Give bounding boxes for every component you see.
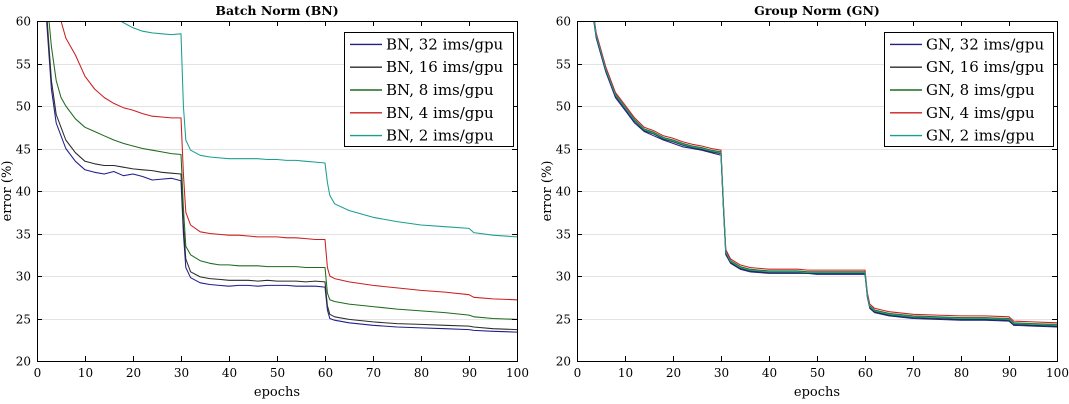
- x-tick-label: 70: [906, 366, 921, 380]
- series-line-5: [593, 21, 1057, 326]
- x-tick-label: 10: [78, 366, 93, 380]
- legend-label-5: GN, 2 ims/gpu: [926, 127, 1035, 145]
- y-tick-label: 25: [556, 313, 571, 327]
- series-line-3: [48, 21, 517, 320]
- legend-label-1: GN, 32 ims/gpu: [926, 35, 1045, 53]
- series-line-2: [46, 21, 517, 331]
- x-tick-label: 90: [462, 366, 477, 380]
- y-axis-label: error (%): [0, 161, 15, 222]
- x-axis-label: epochs: [794, 385, 840, 400]
- legend-label-3: BN, 8 ims/gpu: [386, 81, 494, 99]
- x-tick-label: 100: [506, 366, 529, 380]
- y-tick-label: 35: [16, 228, 31, 242]
- y-tick-label: 50: [556, 100, 571, 114]
- chart-panel-1: 0 10 20 30 40 50 60 70 80 90 100 20 25 30 35 40 45 50 55 60…: [0, 3, 529, 400]
- y-tick-label: 20: [556, 355, 571, 369]
- y-tick-label: 55: [556, 58, 571, 72]
- y-tick-label: 60: [556, 15, 571, 29]
- y-tick-label: 60: [16, 15, 31, 29]
- series-line-4: [60, 21, 517, 301]
- x-tick-label: 70: [366, 366, 381, 380]
- chart-title: Batch Norm (BN): [215, 3, 338, 18]
- y-tick-label: 40: [16, 185, 31, 199]
- legend-label-4: BN, 4 ims/gpu: [386, 104, 494, 122]
- x-tick-label: 80: [954, 366, 969, 380]
- x-tick-label: 20: [666, 366, 681, 380]
- series-line-5: [119, 21, 517, 238]
- legend-box: [884, 32, 1054, 147]
- x-tick-label: 80: [414, 366, 429, 380]
- legend-label-1: BN, 32 ims/gpu: [386, 35, 504, 53]
- x-tick-label: 0: [34, 366, 42, 380]
- y-tick-label: 45: [556, 143, 571, 157]
- legend: GN, 32 ims/gpu GN, 16 ims/gpu GN, 8 ims/gp…: [884, 32, 1054, 147]
- x-tick-label: 60: [318, 366, 333, 380]
- y-axis-label: error (%): [540, 161, 555, 222]
- x-tick-label: 90: [1002, 366, 1017, 380]
- x-tick-label: 40: [222, 366, 237, 380]
- series-line-4: [593, 21, 1057, 324]
- x-tick-label: 20: [126, 366, 141, 380]
- legend-label-3: GN, 8 ims/gpu: [926, 81, 1035, 99]
- x-tick-label: 30: [174, 366, 189, 380]
- x-tick-label: 0: [574, 366, 582, 380]
- y-tick-label: 25: [16, 313, 31, 327]
- series-line-1: [46, 21, 517, 333]
- x-axis-label: epochs: [254, 385, 300, 400]
- y-tick-label: 30: [556, 270, 571, 284]
- chart-title: Group Norm (GN): [754, 3, 880, 18]
- legend: BN, 32 ims/gpu BN, 16 ims/gpu BN, 8 ims/gp…: [344, 32, 514, 147]
- legend-label-2: BN, 16 ims/gpu: [386, 58, 504, 76]
- chart-panel-2: 0 10 20 30 40 50 60 70 80 90 100 20 25 30 35 40 45 50 55 60…: [540, 3, 1069, 400]
- legend-label-5: BN, 2 ims/gpu: [386, 127, 494, 145]
- y-tick-label: 40: [556, 185, 571, 199]
- series-group: [46, 21, 517, 333]
- y-tick-label: 45: [16, 143, 31, 157]
- y-tick-label: 55: [16, 58, 31, 72]
- x-tick-label: 50: [270, 366, 285, 380]
- x-tick-label: 10: [618, 366, 633, 380]
- y-tick-label: 35: [556, 228, 571, 242]
- legend-label-4: GN, 4 ims/gpu: [926, 104, 1035, 122]
- y-tick-label: 50: [16, 100, 31, 114]
- legend-label-2: GN, 16 ims/gpu: [926, 58, 1045, 76]
- x-tick-label: 30: [714, 366, 729, 380]
- series-group: [593, 21, 1057, 328]
- series-line-1: [593, 21, 1057, 328]
- y-tick-label: 30: [16, 270, 31, 284]
- x-tick-label: 60: [858, 366, 873, 380]
- x-tick-label: 100: [1046, 366, 1069, 380]
- y-tick-label: 20: [16, 355, 31, 369]
- x-tick-label: 50: [810, 366, 825, 380]
- x-tick-label: 40: [762, 366, 777, 380]
